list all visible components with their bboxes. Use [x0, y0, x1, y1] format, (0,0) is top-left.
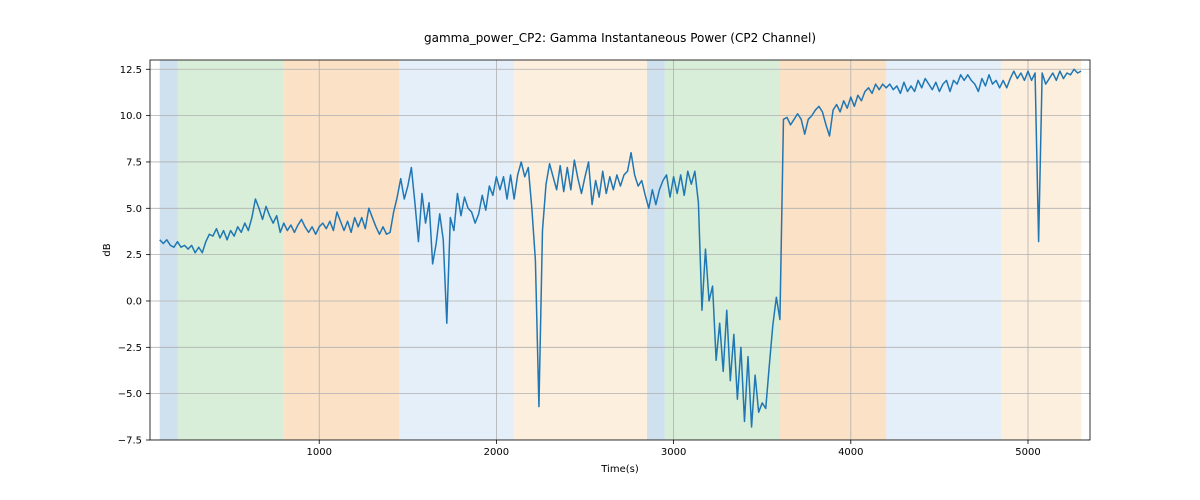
ytick-label: 2.5: [126, 250, 142, 261]
background-band: [665, 60, 780, 440]
xtick-label: 2000: [484, 447, 509, 458]
background-band: [647, 60, 665, 440]
ytick-label: −5.0: [118, 389, 142, 400]
chart-title: gamma_power_CP2: Gamma Instantaneous Pow…: [424, 31, 816, 45]
ytick-label: 0.0: [126, 296, 142, 307]
x-axis-label: Time(s): [600, 464, 639, 475]
y-axis-label: dB: [102, 243, 113, 256]
xtick-label: 1000: [306, 447, 331, 458]
chart-container: gamma_power_CP2: Gamma Instantaneous Pow…: [0, 0, 1200, 500]
background-band: [160, 60, 178, 440]
ytick-label: −7.5: [118, 436, 142, 447]
background-band: [886, 60, 1001, 440]
ytick-label: 12.5: [120, 65, 142, 76]
ytick-label: 5.0: [126, 204, 142, 215]
line-chart: gamma_power_CP2: Gamma Instantaneous Pow…: [0, 0, 1200, 500]
ytick-label: 7.5: [126, 157, 142, 168]
xtick-label: 3000: [661, 447, 686, 458]
xtick-label: 4000: [838, 447, 863, 458]
xtick-label: 5000: [1015, 447, 1040, 458]
background-band: [399, 60, 514, 440]
plot-area: [150, 60, 1090, 440]
ytick-label: 10.0: [120, 111, 142, 122]
ytick-label: −2.5: [118, 343, 142, 354]
background-band: [284, 60, 399, 440]
